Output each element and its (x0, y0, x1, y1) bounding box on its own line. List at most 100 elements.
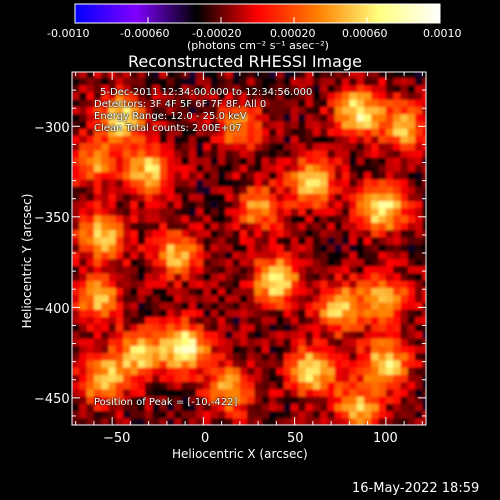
heatmap-cell (108, 258, 117, 267)
heatmap-cell (101, 91, 110, 100)
heatmap-cell (283, 229, 292, 238)
heatmap-cell (108, 91, 117, 100)
heatmap-cell (305, 381, 314, 390)
heatmap-cell (247, 258, 256, 267)
heatmap-cell (327, 294, 336, 303)
heatmap-cell (261, 359, 270, 368)
heatmap-cell (79, 236, 88, 245)
heatmap-cell (334, 72, 343, 79)
heatmap-cell (371, 128, 380, 136)
heatmap-cell (79, 135, 88, 144)
heatmap-cell (232, 367, 241, 375)
heatmap-cell (144, 345, 153, 354)
heatmap-cell (312, 374, 321, 383)
heatmap-cell (217, 359, 226, 368)
heatmap-cell (232, 171, 241, 180)
heatmap-cell (261, 309, 270, 317)
heatmap-cell (123, 301, 131, 310)
heatmap-cell (312, 243, 321, 252)
heatmap-cell (371, 396, 380, 404)
heatmap-cell (327, 106, 336, 115)
heatmap-cell (400, 287, 409, 296)
heatmap-cell (276, 374, 285, 383)
heatmap-cell (385, 200, 394, 209)
heatmap-cell (210, 294, 219, 303)
heatmap-cell (400, 403, 409, 412)
heatmap-cell (276, 142, 285, 151)
heatmap-cell (349, 388, 358, 397)
heatmap-cell (312, 215, 321, 223)
heatmap-cell (239, 301, 248, 310)
heatmap-cell (101, 417, 110, 425)
heatmap-cell (378, 345, 387, 354)
heatmap-cell (130, 352, 139, 361)
heatmap-cell (393, 77, 402, 86)
heatmap-cell (225, 99, 234, 107)
heatmap-cell (79, 149, 88, 158)
heatmap-cell (225, 403, 234, 412)
heatmap-cell (342, 186, 350, 194)
heatmap-cell (79, 222, 88, 231)
heatmap-cell (276, 287, 285, 296)
heatmap-cell (363, 128, 372, 136)
heatmap-cell (320, 417, 329, 425)
heatmap-cell (283, 164, 292, 173)
heatmap-cell (210, 396, 219, 404)
heatmap-cell (93, 186, 102, 194)
heatmap-cell (378, 251, 387, 260)
heatmap-cell (290, 287, 299, 296)
heatmap-cell (269, 99, 277, 107)
heatmap-cell (101, 309, 110, 317)
heatmap-cell (305, 193, 314, 202)
heatmap-cell (334, 301, 343, 310)
heatmap-cell (203, 200, 212, 209)
heatmap-cell (276, 265, 285, 274)
heatmap-cell (283, 330, 292, 339)
heatmap-cell (239, 113, 248, 122)
heatmap-cell (203, 367, 212, 375)
heatmap-cell (298, 222, 307, 231)
heatmap-cell (93, 229, 102, 238)
heatmap-cell (327, 149, 336, 158)
heatmap-cell (415, 77, 423, 86)
heatmap-cell (188, 142, 197, 151)
heatmap-cell (137, 113, 146, 122)
heatmap-cell (115, 323, 124, 332)
plot-frame (71, 71, 427, 426)
heatmap-cell (108, 243, 117, 252)
heatmap-cell (269, 367, 277, 375)
heatmap-cell (144, 251, 153, 260)
heatmap-cell (72, 193, 80, 202)
heatmap-cell (101, 287, 110, 296)
heatmap-cell (422, 84, 426, 93)
heatmap-cell (210, 128, 219, 136)
heatmap-cell (378, 164, 387, 173)
heatmap-cell (290, 388, 299, 397)
heatmap-cell (115, 84, 124, 93)
heatmap-cell (254, 164, 263, 173)
heatmap-cell (217, 91, 226, 100)
heatmap-cell (188, 403, 197, 412)
heatmap-cell (232, 352, 241, 361)
heatmap-cell (407, 77, 416, 86)
heatmap-cell (385, 381, 394, 390)
heatmap-cell (210, 251, 219, 260)
heatmap-cell (327, 236, 336, 245)
heatmap-cell (232, 294, 241, 303)
heatmap-cell (101, 294, 110, 303)
heatmap-cell (188, 287, 197, 296)
heatmap-cell (217, 200, 226, 209)
heatmap-cell (137, 403, 146, 412)
heatmap-cell (174, 287, 183, 296)
heatmap-cell (312, 301, 321, 310)
heatmap-cell (123, 338, 131, 346)
heatmap-cell (276, 367, 285, 375)
heatmap-cell (86, 222, 95, 231)
heatmap-cell (371, 157, 380, 165)
heatmap-cell (239, 287, 248, 296)
heatmap-cell (312, 106, 321, 115)
heatmap-cell (79, 77, 88, 86)
heatmap-cell (137, 99, 146, 107)
heatmap-cell (225, 345, 234, 354)
heatmap-cell (232, 215, 241, 223)
